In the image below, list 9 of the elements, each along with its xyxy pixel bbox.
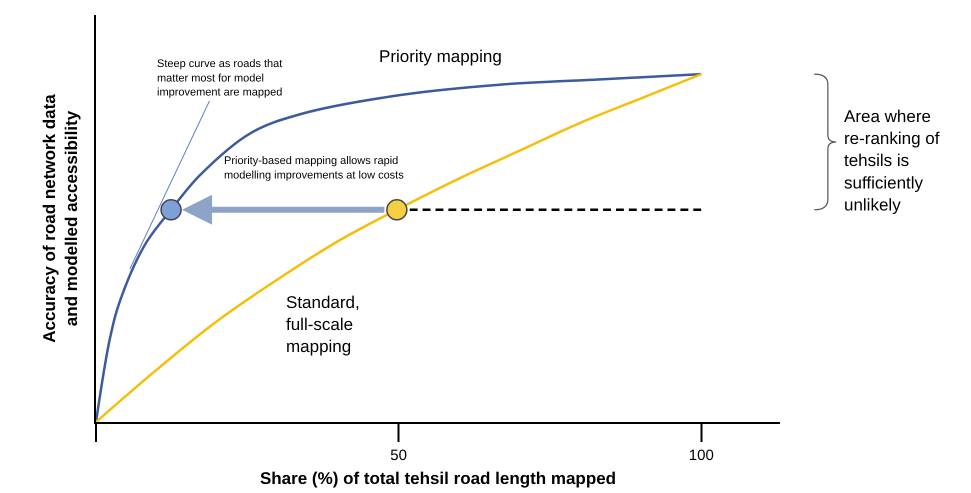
y-axis-title: Accuracy of road network data and modelled accessibility	[40, 94, 82, 343]
annotation: Steep curve as roads that matter most for model improvement are mapped	[157, 58, 282, 99]
annotation: Priority-based mapping allows rapid modelling improvements at low costs	[224, 155, 404, 182]
x-axis-title: Share (%) of total tehsil road length mapped	[260, 469, 616, 488]
x-tick-label: 50	[390, 447, 407, 464]
series-label: Priority mapping	[379, 47, 502, 66]
series-label: Standard, full-scale mapping	[286, 293, 360, 356]
text: Area where re-ranking of tehsils is sufficiently unlikely	[844, 107, 940, 214]
x-tick-label: 100	[688, 447, 714, 464]
